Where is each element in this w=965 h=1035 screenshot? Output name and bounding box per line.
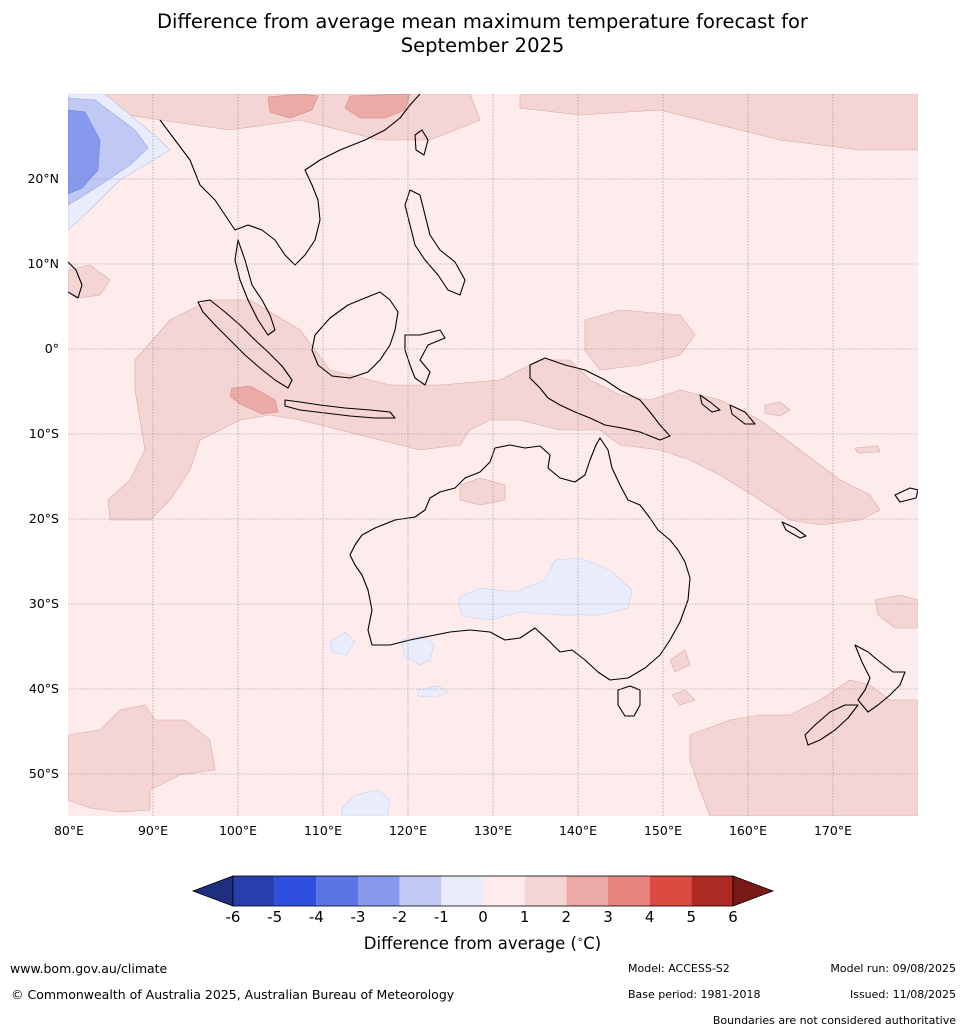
colorbar-tick-label: 0 [478,908,488,926]
lon-label: 110°E [304,823,342,838]
coastlines [68,94,918,746]
colorbar-segment [274,876,317,906]
colorbar: -6 -5 -4 -3 -2 -1 0 1 2 3 4 5 6 [191,875,775,926]
lon-label: 90°E [138,823,168,838]
colorbar-segment [316,876,358,906]
lon-label: 80°E [54,823,84,838]
colorbar-extend-high [732,875,775,907]
lat-label: 50°S [29,766,59,781]
map-area [68,94,918,816]
model-text: Model: ACCESS-S2 [628,962,730,975]
gridlines [68,94,918,816]
lon-label: 140°E [559,823,597,838]
colorbar-segment [566,876,608,906]
colorbar-tick-label: 3 [603,908,613,926]
colorbar-segment [524,876,567,906]
colorbar-tick-label: -4 [309,908,324,926]
lon-label: 100°E [219,823,257,838]
anomaly-2-to-3-regions [229,94,411,415]
base-period-text: Base period: 1981-2018 [628,988,761,1001]
colorbar-label-text: Difference from average ( [363,934,577,953]
colorbar-tick-label: 6 [728,908,738,926]
title-line-1: Difference from average mean maximum tem… [157,10,808,33]
cold-anomaly-regions [68,94,633,816]
colorbar-tick-label: -5 [267,908,282,926]
lat-label: 20°N [27,171,59,186]
colorbar-tick-label: 1 [520,908,530,926]
colorbar-frame [232,875,734,907]
copyright-text: © Commonwealth of Australia 2025, Austra… [11,987,455,1002]
colorbar-segment [441,876,483,906]
lat-label: 0° [45,341,59,356]
longitude-labels: 80°E 90°E 100°E 110°E 120°E 130°E 140°E … [54,823,852,838]
lon-label: 120°E [389,823,427,838]
lat-label: 10°N [27,256,59,271]
colorbar-tick-label: 5 [687,908,697,926]
colorbar-tick-label: -3 [351,908,366,926]
lon-label: 150°E [644,823,682,838]
lon-label: 170°E [814,823,852,838]
lat-label: 30°S [29,596,59,611]
lat-label: 20°S [29,511,59,526]
colorbar-segment [399,876,442,906]
colorbar-segment [691,876,733,906]
lon-label: 130°E [474,823,512,838]
colorbar-segment [483,876,525,906]
disclaimer-text: Boundaries are not considered authoritat… [712,1014,956,1027]
colorbar-tick-label: -1 [434,908,449,926]
website-text: www.bom.gov.au/climate [10,961,168,976]
lat-label: 40°S [29,681,59,696]
lat-label: 10°S [29,426,59,441]
map-title: Difference from average mean maximum tem… [0,10,965,58]
issued-text: Issued: 11/08/2025 [849,988,956,1001]
colorbar-segment [358,876,400,906]
colorbar-label: Difference from average (∘C) [363,934,602,953]
colorbar-extend-low [191,875,234,907]
colorbar-segment [649,876,692,906]
model-run-text: Model run: 09/08/2025 [830,962,956,975]
title-line-2: September 2025 [400,34,565,57]
latitude-labels: 20°N 10°N 0° 10°S 20°S 30°S 40°S 50°S [27,171,59,781]
colorbar-tick-label: -2 [392,908,407,926]
colorbar-label-unit: C) [583,934,602,953]
colorbar-tick-label: -6 [226,908,241,926]
lon-label: 160°E [729,823,767,838]
colorbar-tick-label: 4 [645,908,655,926]
colorbar-segment [233,876,275,906]
anomaly-1-to-2-regions [68,94,918,816]
colorbar-segment [608,876,650,906]
colorbar-tick-label: 2 [562,908,572,926]
